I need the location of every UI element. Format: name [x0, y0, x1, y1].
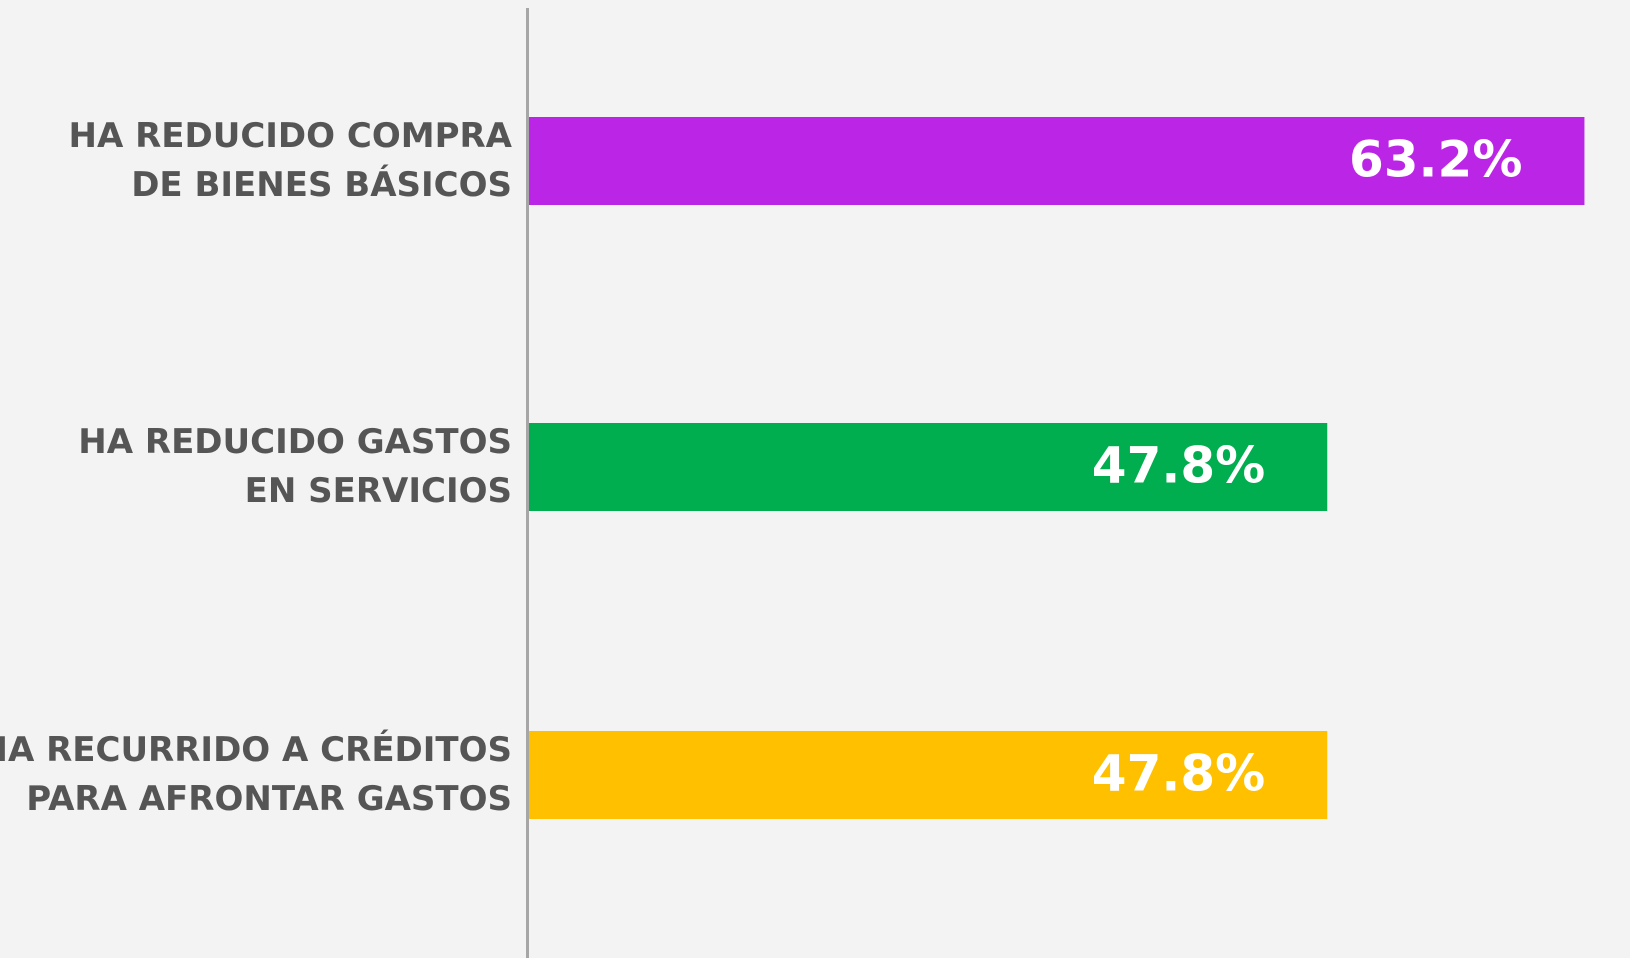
- bar: [529, 423, 1328, 511]
- bar: [529, 731, 1328, 819]
- category-line: HA REDUCIDO GASTOS: [78, 422, 512, 462]
- category-line: HA REDUCIDO COMPRA: [68, 116, 512, 156]
- bar: [529, 117, 1585, 205]
- category-line: DE BIENES BÁSICOS: [131, 164, 512, 205]
- value-label: 47.8%: [1092, 745, 1265, 803]
- category-line: HA RECURRIDO A CRÉDITOS: [0, 729, 512, 770]
- value-label: 47.8%: [1092, 437, 1265, 495]
- category-label: HA REDUCIDO GASTOS EN SERVICIOS: [78, 422, 512, 511]
- category-label: HA RECURRIDO A CRÉDITOS PARA AFRONTAR GAS…: [0, 729, 512, 819]
- category-line: PARA AFRONTAR GASTOS: [26, 779, 512, 819]
- value-label: 63.2%: [1349, 131, 1522, 189]
- category-line: EN SERVICIOS: [245, 471, 512, 511]
- category-label: HA REDUCIDO COMPRA DE BIENES BÁSICOS: [68, 116, 512, 205]
